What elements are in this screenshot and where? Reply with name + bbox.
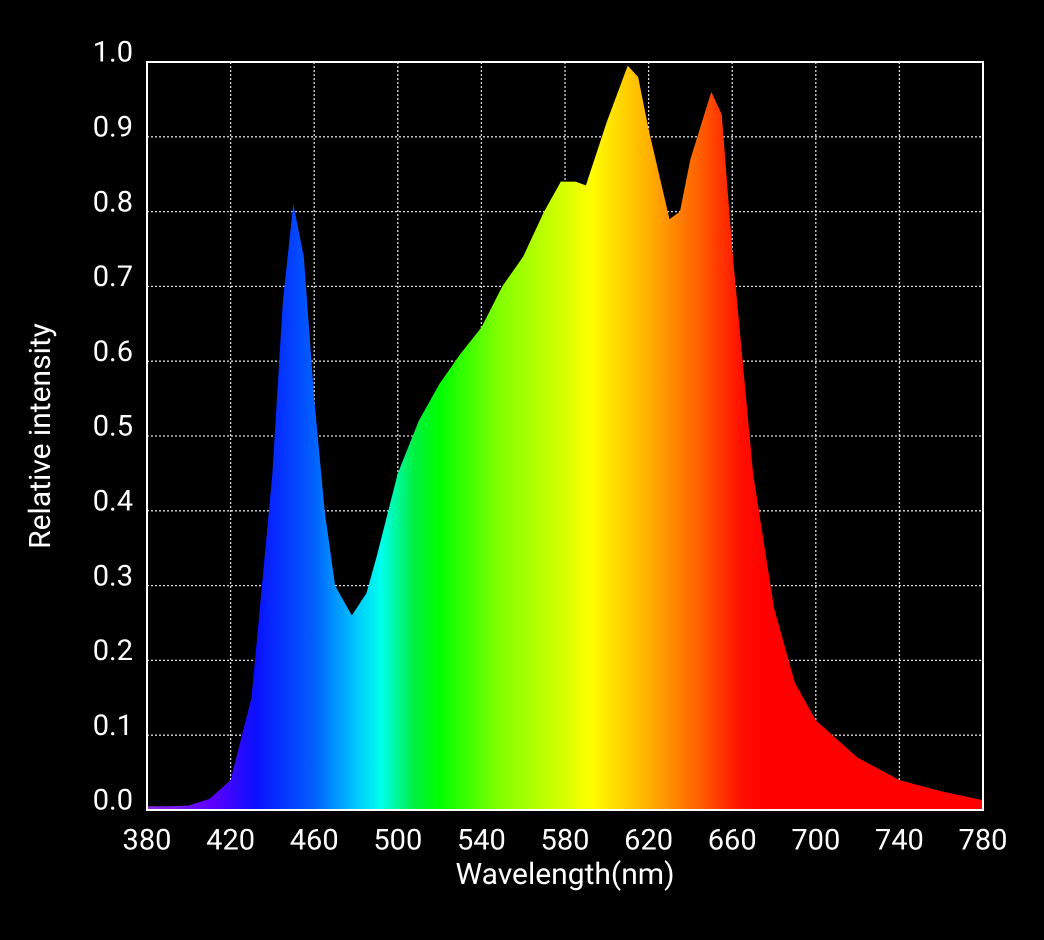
y-tick-label: 0.4 — [93, 484, 133, 518]
x-tick-label: 620 — [624, 824, 673, 858]
x-axis-label: Wavelength(nm) — [455, 857, 674, 892]
x-tick-label: 580 — [541, 824, 590, 858]
y-tick-label: 0.8 — [93, 185, 133, 219]
y-tick-label: 0.6 — [93, 335, 133, 369]
y-tick-label: 1.0 — [93, 36, 133, 70]
x-tick-label: 500 — [373, 824, 422, 858]
y-tick-label: 0.5 — [93, 410, 133, 444]
x-tick-label: 460 — [290, 824, 339, 858]
y-tick-label: 0.2 — [93, 634, 133, 668]
y-tick-label: 0.0 — [93, 784, 133, 818]
x-tick-label: 420 — [206, 824, 255, 858]
y-tick-label: 0.9 — [93, 110, 133, 144]
x-tick-label: 780 — [959, 824, 1008, 858]
y-tick-label: 0.3 — [93, 559, 133, 593]
spectrum-area — [147, 65, 983, 811]
x-tick-label: 540 — [457, 824, 506, 858]
y-tick-label: 0.1 — [93, 709, 133, 743]
x-tick-label: 740 — [875, 824, 924, 858]
x-tick-label: 660 — [708, 824, 757, 858]
x-tick-label: 380 — [123, 824, 172, 858]
plot-border — [146, 61, 984, 811]
y-tick-label: 0.7 — [93, 260, 133, 294]
x-tick-label: 700 — [791, 824, 840, 858]
y-axis-label: Relative intensity — [23, 323, 58, 549]
